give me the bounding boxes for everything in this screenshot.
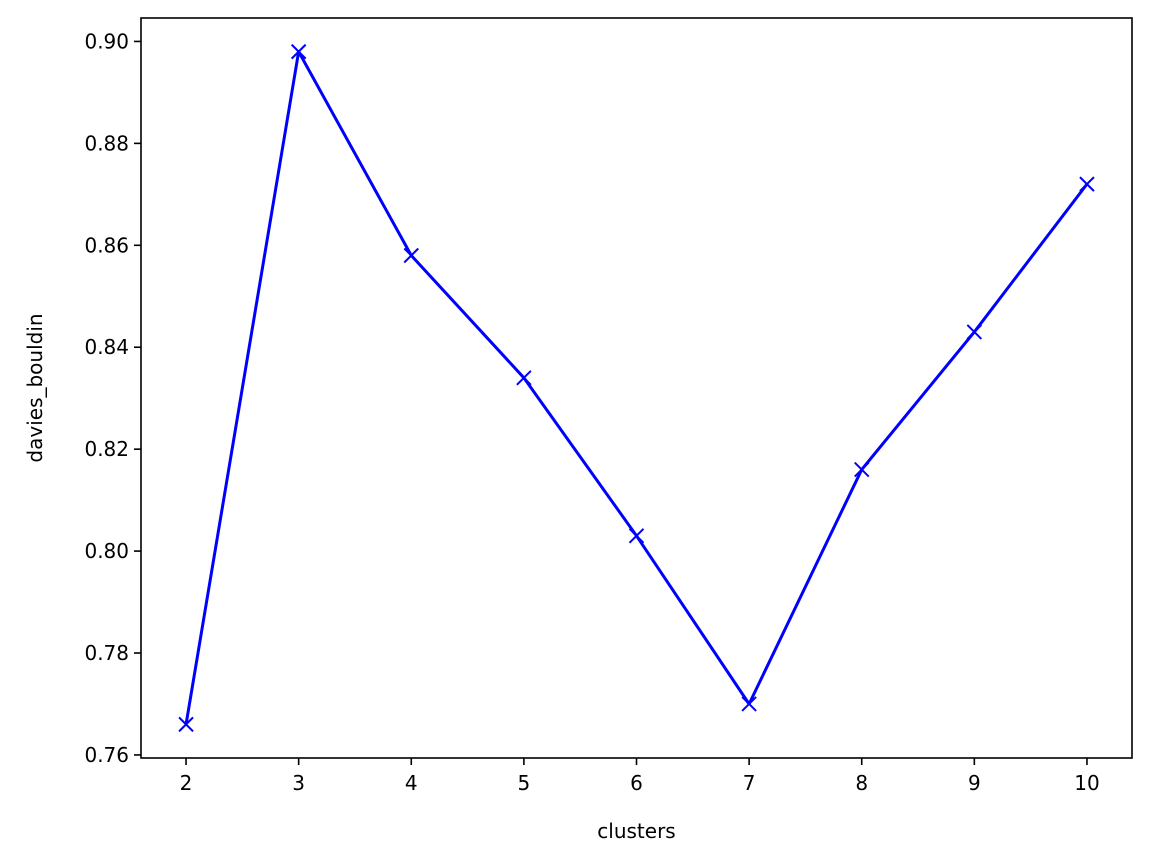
x-tick-label: 9 [968,771,981,795]
marker-stroke [178,716,194,733]
y-tick-label: 0.90 [84,29,129,53]
y-tick-label: 0.78 [84,641,129,665]
x-tick-label: 2 [180,771,193,795]
data-point-marker [403,247,419,264]
marker-stroke [741,696,757,712]
data-point-marker [178,716,194,733]
marker-stroke [290,43,307,60]
x-tick-label: 6 [630,771,643,795]
x-axis-label: clusters [597,819,675,843]
y-tick-label: 0.76 [84,743,129,767]
axis-ticks: 2 3 4 5 6 7 8 9 10 0.76 0.78 0.80 0.82 0.84 0.86 0.88 0.… [84,29,1099,795]
marker-stroke [403,247,419,264]
y-tick-label: 0.82 [84,437,129,461]
x-tick-label: 5 [518,771,531,795]
plot-area [178,43,1095,733]
marker-stroke [516,370,532,386]
y-tick-label: 0.84 [84,335,129,359]
data-point-marker [1079,176,1095,192]
x-tick-label: 10 [1074,771,1099,795]
data-point-marker [854,461,870,478]
y-axis-label: davies_bouldin [23,313,47,462]
y-tick-label: 0.86 [84,233,129,257]
marker-stroke [1079,176,1095,192]
x-tick-label: 4 [405,771,418,795]
data-point-marker [741,696,757,712]
y-tick-label: 0.88 [84,131,129,155]
y-tick-label: 0.80 [84,539,129,563]
data-point-marker [516,370,532,386]
marker-stroke [628,528,645,544]
data-point-marker [290,43,307,60]
marker-stroke [966,324,983,340]
marker-stroke [854,461,870,478]
data-point-marker [966,324,983,340]
data-point-marker [628,528,645,544]
x-tick-label: 7 [743,771,756,795]
x-tick-label: 8 [855,771,868,795]
x-tick-label: 3 [292,771,305,795]
